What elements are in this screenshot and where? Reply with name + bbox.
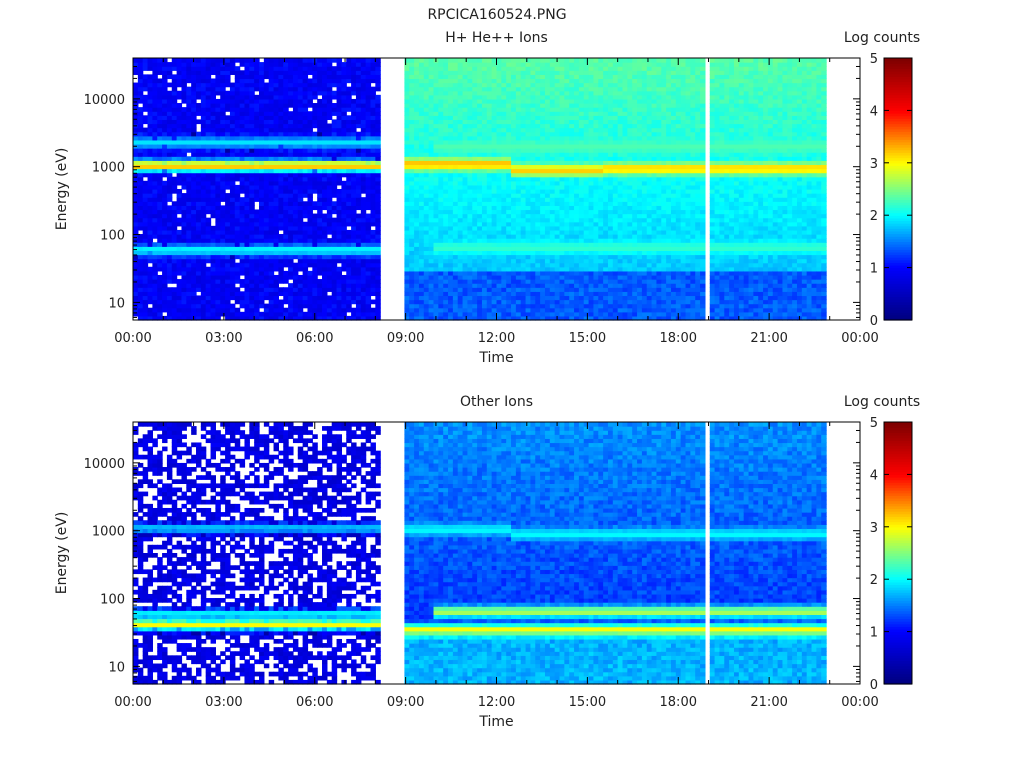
- x-tick-label: 18:00: [660, 695, 697, 710]
- x-tick-label: 21:00: [750, 695, 787, 710]
- x-tick-label: 15:00: [569, 331, 606, 346]
- x-tick-label: 06:00: [296, 695, 333, 710]
- y-axis: 10 100 1000 10000: [84, 421, 860, 682]
- colorbar-tick-label: 0: [870, 678, 878, 693]
- colorbar-tick-label: 4: [870, 468, 878, 483]
- colorbar-tick-label: 5: [870, 52, 878, 67]
- x-tick-label: 09:00: [387, 331, 424, 346]
- colorbar-tick-label: 3: [870, 521, 878, 536]
- x-tick-label: 06:00: [296, 331, 333, 346]
- x-tick-label: 12:00: [478, 695, 515, 710]
- x-tick-label: 21:00: [750, 331, 787, 346]
- y-tick-label: 10000: [84, 457, 125, 472]
- x-tick-label: 15:00: [569, 695, 606, 710]
- figure-title: RPCICA160524.PNG: [427, 7, 566, 23]
- y-axis-label: Energy (eV): [54, 148, 70, 231]
- x-tick-label: 00:00: [841, 331, 878, 346]
- panel-title: H+ He++ Ions: [445, 30, 548, 46]
- x-axis: 00:00 03:00 06:00 09:00 12:00 15:00 18:00 21:00…: [114, 58, 879, 346]
- y-tick-label: 10: [108, 660, 125, 675]
- x-tick-label: 00:00: [841, 695, 878, 710]
- y-tick-label: 100: [100, 229, 125, 244]
- y-tick-label: 100: [100, 593, 125, 608]
- x-tick-label: 12:00: [478, 331, 515, 346]
- y-tick-label: 10: [108, 296, 125, 311]
- x-tick-label: 18:00: [660, 331, 697, 346]
- x-tick-label: 03:00: [205, 331, 242, 346]
- x-tick-label: 09:00: [387, 695, 424, 710]
- y-tick-label: 1000: [92, 525, 125, 540]
- colorbar-tick-label: 5: [870, 416, 878, 431]
- x-axis-label: Time: [478, 350, 513, 366]
- x-axis: 00:00 03:00 06:00 09:00 12:00 15:00 18:00 21:00…: [114, 422, 879, 710]
- colorbar-tick-label: 2: [870, 573, 878, 588]
- colorbar-tick-label: 1: [870, 262, 878, 277]
- colorbar-tick-label: 2: [870, 209, 878, 224]
- y-axis-label: Energy (eV): [54, 512, 70, 595]
- colorbar-label: Log counts: [844, 30, 920, 46]
- colorbar-tick-label: 1: [870, 626, 878, 641]
- y-tick-label: 1000: [92, 161, 125, 176]
- y-axis: 10 100 1000 10000: [84, 57, 860, 318]
- panel-title: Other Ions: [460, 394, 533, 410]
- colorbar: 0 1 2 3 4 5 Log counts: [844, 30, 920, 329]
- colorbar-tick-label: 0: [870, 314, 878, 329]
- colorbar-tick-label: 4: [870, 104, 878, 119]
- colorbar-label: Log counts: [844, 394, 920, 410]
- colorbar: 0 1 2 3 4 5 Log counts: [844, 394, 920, 693]
- x-tick-label: 00:00: [114, 331, 151, 346]
- x-tick-label: 00:00: [114, 695, 151, 710]
- colorbar-tick-label: 3: [870, 157, 878, 172]
- x-tick-label: 03:00: [205, 695, 242, 710]
- x-axis-label: Time: [478, 714, 513, 730]
- heatmap-cells: [133, 422, 827, 685]
- y-tick-label: 10000: [84, 93, 125, 108]
- heatmap-cells: [133, 58, 827, 321]
